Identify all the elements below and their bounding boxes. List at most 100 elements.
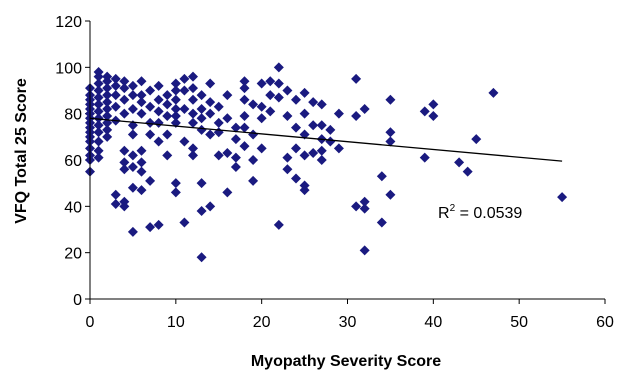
data-point [256,143,267,154]
data-point [179,73,190,84]
data-point [93,85,104,96]
data-point [145,101,156,112]
data-point [170,187,181,198]
data-point [136,157,147,168]
data-point [188,94,198,105]
data-point [127,182,138,193]
data-point [385,136,396,147]
data-point [145,85,156,96]
data-point [162,99,173,110]
data-point [359,203,370,214]
data-point [428,99,439,110]
data-point [196,113,207,124]
data-point [93,136,104,147]
data-point [153,219,164,230]
data-point [110,101,121,112]
data-point [162,150,173,161]
data-point [213,117,224,128]
data-point [196,252,207,263]
data-point [179,85,190,96]
data-point [239,141,250,152]
data-point [136,145,147,156]
data-point [273,92,284,103]
data-point [351,201,362,212]
data-point [359,196,370,207]
data-point [127,129,138,140]
data-point [308,97,319,108]
data-point [273,62,284,73]
data-point [110,199,121,210]
data-point [222,148,233,159]
data-point [102,90,113,101]
data-point [385,94,396,105]
r-squared-annotation: R2 = 0.0539 [438,203,522,222]
data-point [136,185,147,196]
data-point [282,110,293,121]
data-point [110,189,121,200]
data-point [196,205,207,216]
data-point [428,110,439,121]
data-point [93,106,104,117]
data-point [162,90,173,101]
y-tick-label: 0 [73,292,82,309]
data-point [282,164,293,175]
data-point [222,187,233,198]
data-point [93,99,104,110]
data-point [239,94,250,105]
data-points [85,62,568,263]
data-point [248,129,259,140]
data-point [299,150,310,161]
data-point [230,152,241,163]
data-point [179,217,190,228]
y-tick-label: 100 [55,60,82,77]
data-point [127,90,138,101]
data-point [299,185,310,196]
data-point [291,122,301,133]
data-point [153,80,164,91]
data-point [419,106,430,117]
x-tick-label: 10 [167,314,185,331]
data-point [239,110,250,121]
data-point [376,217,387,228]
data-point [265,106,276,117]
data-point [145,117,156,128]
data-point [248,155,259,165]
data-point [188,71,198,82]
data-point [93,113,104,124]
data-point [188,117,198,128]
data-point [188,143,198,154]
data-point [136,97,147,108]
data-point [359,245,370,256]
data-point [170,78,181,89]
data-point [351,73,362,84]
data-point [153,136,164,147]
data-point [419,152,430,163]
data-point [282,152,293,163]
x-tick-label: 30 [339,314,357,331]
y-tick-label: 40 [64,199,82,216]
data-point [316,120,327,131]
data-point [179,136,190,147]
data-point [110,80,121,91]
data-point [170,94,181,105]
r-squared-superscript: 2 [450,203,456,214]
y-axis-title: VFQ Total 25 Score [13,78,30,224]
data-point [205,201,216,212]
data-point [239,76,250,87]
data-point [291,173,301,184]
data-point [102,76,113,87]
data-point [102,131,113,142]
data-point [196,178,207,189]
data-point [119,201,130,212]
data-point [308,120,319,131]
x-axis-title: Myopathy Severity Score [251,353,441,370]
data-point [153,106,164,117]
data-point [265,76,276,87]
data-point [136,76,147,87]
data-point [299,108,310,119]
data-point [110,73,121,84]
data-point [93,145,104,156]
y-tick-label: 60 [64,153,82,170]
data-point [248,99,259,110]
data-point [102,110,113,121]
